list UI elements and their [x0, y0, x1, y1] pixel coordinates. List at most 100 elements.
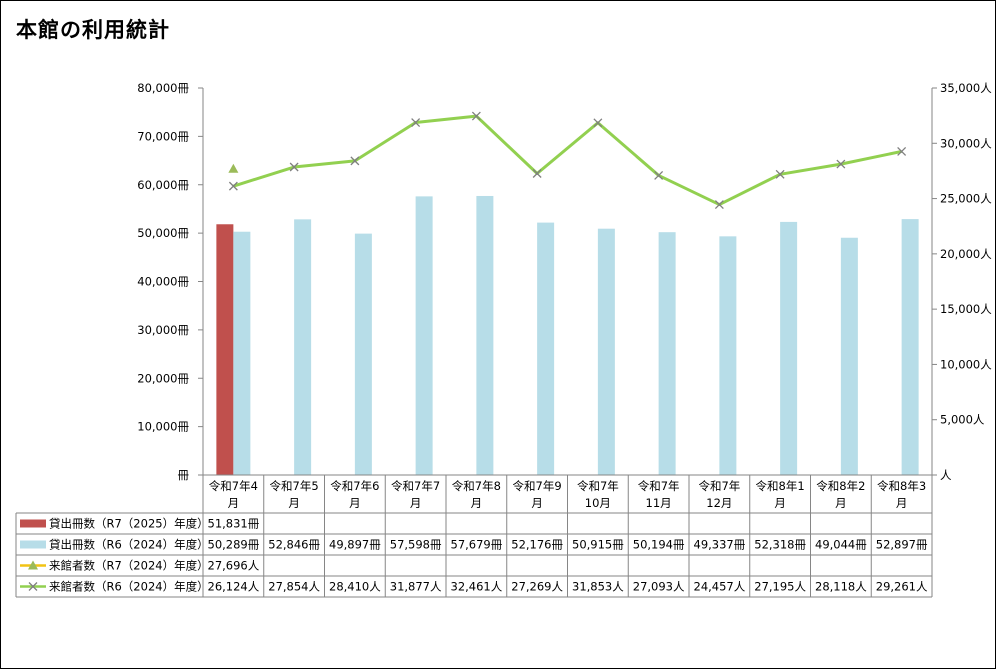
x-tick-label: 月	[471, 496, 483, 510]
bar	[354, 233, 372, 475]
x-tick-label: 令和7年6	[330, 479, 379, 493]
data-label: 24,457人	[694, 580, 746, 594]
x-tick-label: 月	[774, 496, 786, 510]
x-tick-label: 令和7年9	[513, 479, 562, 493]
legend-key	[20, 540, 46, 549]
data-label: 52,897冊	[876, 538, 928, 552]
legend-entry: 来館者数（R7（2024）年度）	[49, 559, 209, 573]
x-tick-label: 11月	[646, 496, 672, 510]
y-right-tick-label: 30,000人	[940, 136, 992, 150]
x-tick-label: 月	[835, 496, 847, 510]
x-tick-label: 月	[288, 496, 300, 510]
bar	[901, 219, 919, 475]
point	[228, 181, 238, 191]
x-tick-label: 令和7年8	[452, 479, 501, 493]
data-label: 27,854人	[268, 580, 320, 594]
page-title: 本館の利用統計	[16, 18, 170, 42]
y-right-tick-label: 15,000人	[940, 302, 992, 316]
y-right-tick-label: 25,000人	[940, 192, 992, 206]
point	[654, 170, 664, 180]
bar	[840, 237, 858, 475]
x-tick-label: 令和7年7	[391, 479, 440, 493]
data-label: 52,176冊	[511, 538, 563, 552]
data-label: 49,044冊	[815, 538, 867, 552]
legend-marker	[28, 582, 38, 591]
series-line	[232, 114, 902, 207]
y-left-tick-label: 70,000冊	[137, 129, 189, 143]
y-left-tick-label: 冊	[178, 468, 190, 482]
data-label: 27,269人	[511, 580, 563, 594]
data-label: 50,915冊	[572, 538, 624, 552]
bar	[216, 224, 234, 475]
x-tick-label: 月	[410, 496, 422, 510]
point	[593, 118, 603, 128]
bar	[597, 228, 615, 475]
legend-key	[20, 519, 46, 528]
bar	[658, 232, 676, 475]
data-label: 51,831冊	[208, 517, 260, 531]
data-label: 57,598冊	[390, 538, 442, 552]
x-tick-label: 10月	[585, 496, 611, 510]
point	[228, 163, 239, 173]
point	[411, 118, 421, 127]
x-tick-label: 令和7年5	[270, 479, 319, 493]
y-right-tick-label: 10,000人	[940, 357, 992, 371]
bar	[233, 231, 251, 475]
x-tick-label: 月	[228, 496, 240, 510]
x-tick-label: 月	[896, 496, 908, 510]
x-tick-label: 令和8年1	[756, 479, 805, 493]
data-label: 50,194冊	[633, 538, 685, 552]
bar	[294, 219, 312, 475]
point	[289, 162, 299, 172]
data-label: 31,877人	[390, 580, 442, 594]
y-left-tick-label: 40,000冊	[137, 275, 189, 289]
point	[836, 159, 846, 169]
y-left-tick-label: 50,000冊	[137, 226, 189, 240]
y-left-tick-label: 10,000冊	[137, 420, 189, 434]
y-right-tick-label: 20,000人	[940, 247, 992, 261]
y-right-tick-label: 人	[940, 468, 952, 482]
y-right-tick-label: 5,000人	[940, 413, 985, 427]
data-label: 52,846冊	[268, 538, 320, 552]
x-tick-label: 令和8年2	[816, 479, 865, 493]
y-left-tick-label: 20,000冊	[137, 371, 189, 385]
x-tick-label: 令和7年4	[209, 479, 258, 493]
data-label: 29,261人	[876, 580, 928, 594]
y-left-tick-label: 60,000冊	[137, 178, 189, 192]
data-label: 27,696人	[208, 559, 260, 573]
data-label: 57,679冊	[451, 538, 503, 552]
legend-entry: 来館者数（R6（2024）年度）	[49, 580, 209, 594]
x-tick-label: 月	[349, 496, 361, 510]
point	[714, 200, 724, 210]
x-tick-label: 令和7年	[638, 479, 680, 493]
bar	[415, 196, 433, 475]
x-tick-label: 月	[531, 496, 543, 510]
bar	[780, 221, 798, 475]
bar	[537, 222, 555, 475]
point	[471, 111, 481, 121]
bar	[476, 195, 494, 475]
data-label: 27,195人	[754, 580, 806, 594]
point	[532, 169, 542, 178]
bar	[719, 236, 737, 475]
data-label: 49,337冊	[694, 538, 746, 552]
point	[350, 156, 360, 166]
data-label: 26,124人	[208, 580, 260, 594]
data-label: 32,461人	[451, 580, 503, 594]
data-label: 27,093人	[633, 580, 685, 594]
legend-marker	[28, 560, 38, 570]
x-tick-label: 令和7年	[577, 479, 619, 493]
data-label: 52,318冊	[754, 538, 806, 552]
x-tick-label: 12月	[706, 496, 732, 510]
y-left-tick-label: 80,000冊	[137, 81, 189, 95]
data-label: 31,853人	[572, 580, 624, 594]
data-label: 28,118人	[815, 580, 867, 594]
data-label: 49,897冊	[329, 538, 381, 552]
legend-entry: 貸出冊数（R7（2025）年度）	[49, 517, 209, 531]
y-right-tick-label: 35,000人	[940, 81, 992, 95]
data-label: 28,410人	[329, 580, 381, 594]
point	[897, 146, 907, 156]
point	[775, 169, 785, 179]
